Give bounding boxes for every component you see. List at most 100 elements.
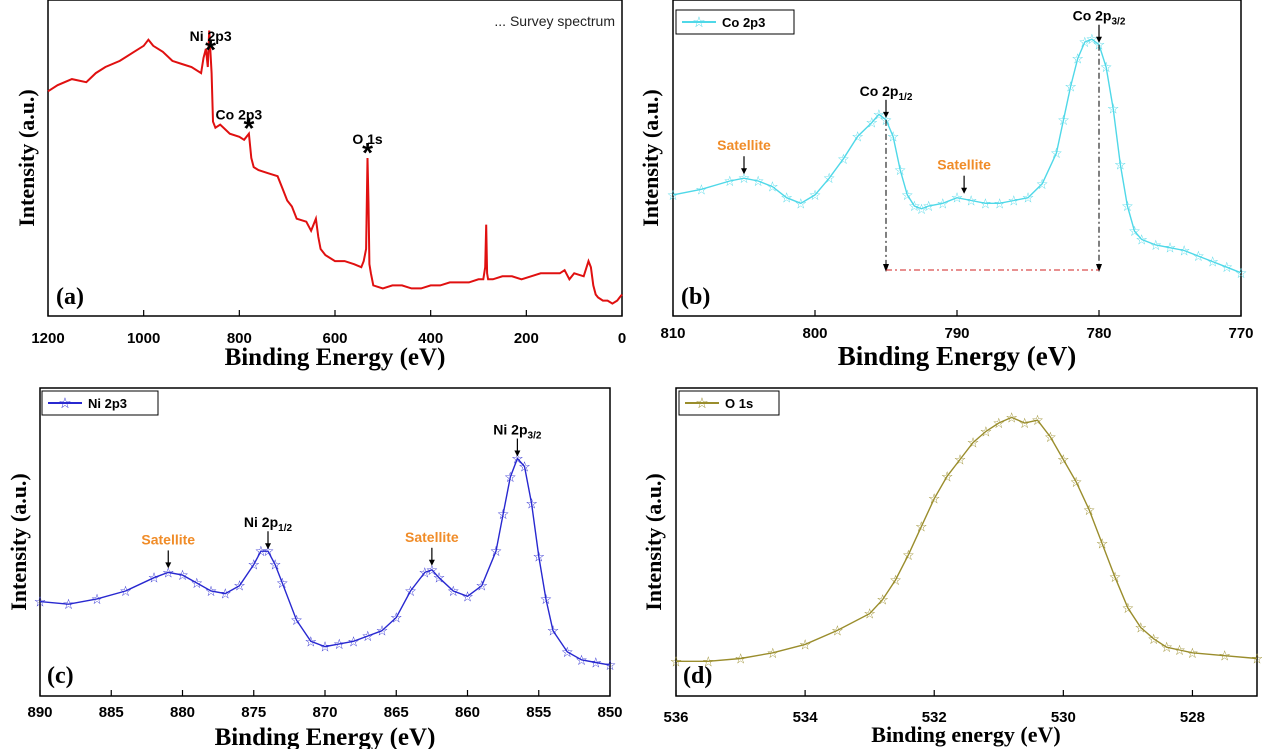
data-point-b: ☆ <box>901 187 914 203</box>
data-point-b: ☆ <box>1114 156 1127 172</box>
data-point-c: ☆ <box>176 567 189 583</box>
data-point-b: ☆ <box>1164 240 1177 256</box>
panel-label-b: (b) <box>681 284 710 310</box>
legend-text-b: Co 2p3 <box>722 15 765 30</box>
data-point-c: ☆ <box>276 575 289 591</box>
x-tick-label-b: 780 <box>1086 325 1111 342</box>
x-tick-label-a: 0 <box>618 330 626 347</box>
data-point-b: ☆ <box>873 106 886 122</box>
data-point-c: ☆ <box>262 543 275 559</box>
data-point-c: ☆ <box>91 591 104 607</box>
x-tick-label-b: 800 <box>802 325 827 342</box>
data-point-b: ☆ <box>951 190 964 206</box>
data-point-c: ☆ <box>148 570 161 586</box>
x-tick-label-d: 532 <box>922 709 947 726</box>
satellite-arrow-head-c <box>165 562 172 569</box>
legend-star-c: ☆ <box>58 395 71 412</box>
x-tick-label-a: 1000 <box>127 330 160 347</box>
data-point-b: ☆ <box>1064 79 1077 95</box>
x-tick-label-c: 855 <box>526 704 551 721</box>
ticks-layer-c: 890 885 880 875 870 865 860 855 850 <box>27 690 623 721</box>
data-point-d: ☆ <box>980 423 993 439</box>
data-point-c: ☆ <box>404 583 417 599</box>
panel-label-a: (a) <box>56 284 84 310</box>
data-point-b: ☆ <box>866 115 879 131</box>
data-point-b: ☆ <box>1121 198 1134 214</box>
data-point-c: ☆ <box>497 506 510 522</box>
data-point-c: ☆ <box>461 588 474 604</box>
y-axis-title-d: Intensity (a.u.) <box>641 473 666 611</box>
satellite-label-c: Satellite <box>405 529 459 545</box>
peak-label-a: Ni 2p3 <box>190 28 232 44</box>
peak-arrow-head-b <box>1096 36 1102 43</box>
panel-d: ☆ ☆ ☆ ☆☆☆☆☆☆☆☆☆☆☆☆☆☆ ☆ ☆ ☆☆☆☆☆☆☆☆☆☆☆ ☆ ☆ ☆ ☆ 536 53… <box>641 387 1262 747</box>
data-point-b: ☆ <box>1135 231 1148 247</box>
x-tick-label-c: 875 <box>241 704 266 721</box>
legend-d: ☆ O 1s <box>678 390 780 416</box>
plot-frame-a <box>47 0 623 317</box>
data-point-b: ☆ <box>1057 112 1070 128</box>
data-point-b: ☆ <box>887 129 900 145</box>
data-point-b: ☆ <box>979 195 992 211</box>
satellite-arrow-head-c <box>428 559 435 566</box>
data-point-c: ☆ <box>547 623 560 639</box>
x-tick-label-b: 770 <box>1228 325 1253 342</box>
data-point-c: ☆ <box>476 578 489 594</box>
data-point-b: ☆ <box>1086 31 1099 47</box>
legend-star-d: ☆ <box>695 395 708 412</box>
x-axis-title-b: Binding Energy (eV) <box>838 341 1077 371</box>
data-point-b: ☆ <box>1206 254 1219 270</box>
data-point-b: ☆ <box>908 198 921 214</box>
data-point-c: ☆ <box>533 549 546 565</box>
data-point-b: ☆ <box>1221 259 1234 275</box>
x-axis-title-c: Binding Energy (eV) <box>215 724 436 749</box>
data-point-d: ☆ <box>1218 648 1231 664</box>
data-point-c: ☆ <box>525 496 538 512</box>
data-point-b: ☆ <box>851 129 864 145</box>
data-point-c: ☆ <box>255 543 268 559</box>
data-point-c: ☆ <box>269 557 282 573</box>
data-point-c: ☆ <box>376 623 389 639</box>
data-point-b: ☆ <box>1192 248 1205 264</box>
data-point-c: ☆ <box>426 562 439 578</box>
data-point-b: ☆ <box>1100 59 1113 75</box>
x-axis-title-a: Binding Energy (eV) <box>225 344 446 371</box>
peak-marker-a: * <box>243 113 254 144</box>
data-point-b: ☆ <box>1036 176 1049 192</box>
data-point-d: ☆ <box>928 491 941 507</box>
x-tick-label-c: 890 <box>27 704 52 721</box>
data-point-b: ☆ <box>1150 237 1163 253</box>
data-point-d: ☆ <box>1173 642 1186 658</box>
data-point-c: ☆ <box>205 583 218 599</box>
data-point-b: ☆ <box>1178 243 1191 259</box>
data-point-b: ☆ <box>837 151 850 167</box>
legend-c: ☆ Ni 2p3 <box>41 390 159 416</box>
legend-text-c: Ni 2p3 <box>88 396 127 411</box>
satellite-label-b: Satellite <box>717 137 771 153</box>
x-tick-label-b: 790 <box>944 325 969 342</box>
data-point-c: ☆ <box>290 612 303 628</box>
data-point-d: ☆ <box>1083 502 1096 518</box>
data-point-c: ☆ <box>518 459 531 475</box>
data-point-b: ☆ <box>894 162 907 178</box>
x-tick-label-c: 870 <box>312 704 337 721</box>
data-point-d: ☆ <box>954 452 967 468</box>
data-point-c: ☆ <box>219 586 232 602</box>
data-point-b: ☆ <box>1107 101 1120 117</box>
data-point-b: ☆ <box>880 112 893 128</box>
panel-c: ☆ ☆ ☆ ☆☆ ☆ ☆ ☆ ☆ ☆ ☆☆☆☆☆☆☆☆ ☆ ☆ ☆ ☆ ☆☆☆☆☆☆☆ ☆☆☆☆☆☆☆☆☆☆☆… <box>6 387 623 749</box>
series-line-a <box>47 30 623 305</box>
panel-a: 1200 1000 800 600 400 200 0 *Ni 2p3*Co 2p3*O 1… <box>14 0 626 371</box>
data-point-c: ☆ <box>333 636 346 652</box>
satellite-arrow-head-b <box>741 168 747 175</box>
ticks-layer-b: 810 800 790 780 770 <box>660 310 1254 342</box>
data-point-b: ☆ <box>922 198 935 214</box>
data-point-d: ☆ <box>1031 412 1044 428</box>
data-point-b: ☆ <box>823 170 836 186</box>
data-point-c: ☆ <box>419 564 432 580</box>
plot-frame-d <box>675 387 1258 697</box>
x-tick-label-a: 800 <box>227 330 252 347</box>
legend-a: ... Survey spectrum <box>494 13 615 29</box>
data-point-d: ☆ <box>702 653 715 669</box>
